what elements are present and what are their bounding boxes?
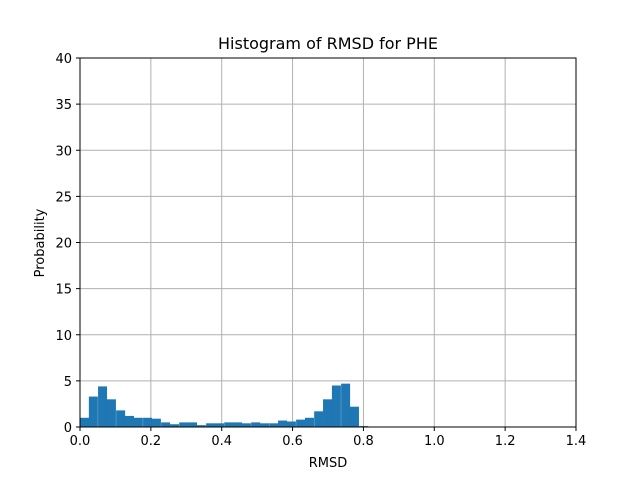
histogram-bar — [323, 399, 333, 427]
y-tick-label: 15 — [55, 283, 72, 298]
histogram-bar — [161, 422, 171, 427]
y-tick-label: 25 — [55, 190, 72, 205]
histogram-bar — [98, 386, 108, 427]
histogram-bar — [151, 418, 161, 427]
histogram-bar — [133, 417, 143, 427]
x-tick-label: 1.4 — [566, 434, 587, 449]
x-axis-label: RMSD — [309, 456, 348, 471]
histogram-bar — [278, 420, 288, 427]
histogram-bar — [331, 385, 341, 427]
histogram-bar — [349, 406, 359, 427]
bar-layer — [80, 383, 369, 427]
y-tick-label: 35 — [55, 98, 72, 113]
x-tick-label: 0.6 — [282, 434, 303, 449]
histogram-bar — [224, 422, 234, 427]
histogram-bar — [341, 383, 351, 427]
histogram-bar — [314, 411, 324, 427]
histogram-bar — [214, 423, 224, 427]
histogram-bar — [233, 422, 243, 427]
histogram-bar — [124, 415, 134, 427]
y-tick-label: 30 — [55, 144, 72, 159]
histogram-bar — [179, 422, 189, 427]
x-tick-label: 1.0 — [424, 434, 445, 449]
histogram-bar — [269, 423, 279, 427]
histogram-bar — [196, 425, 206, 427]
y-axis-label: Probability — [33, 208, 48, 277]
x-tick-label: 0.8 — [353, 434, 374, 449]
histogram-bar — [259, 423, 269, 427]
y-tick-label: 40 — [55, 52, 72, 67]
x-tick-label: 1.2 — [495, 434, 516, 449]
y-tick-label: 20 — [55, 237, 72, 252]
y-tick-label: 5 — [64, 375, 72, 390]
x-tick-label: 0.0 — [70, 434, 91, 449]
histogram-bar — [188, 422, 198, 427]
y-tick-label: 10 — [55, 329, 72, 344]
histogram-bar — [116, 410, 126, 427]
grid-layer — [79, 57, 577, 428]
histogram-bar — [286, 421, 296, 427]
histogram-bar — [88, 396, 98, 427]
y-tick-label: 0 — [64, 421, 72, 436]
x-tick-label: 0.4 — [211, 434, 232, 449]
chart-title: Histogram of RMSD for PHE — [218, 34, 438, 53]
histogram-bar — [251, 422, 261, 427]
histogram-bar — [106, 399, 116, 427]
histogram-bar — [206, 423, 216, 427]
histogram-bar — [80, 417, 89, 427]
histogram-bar — [241, 423, 251, 427]
histogram-bar — [169, 424, 179, 427]
histogram-bar — [143, 417, 153, 427]
x-tick-label: 0.2 — [141, 434, 162, 449]
tick-layer: 0.0 0.2 0.4 0.6 0.8 1.0 1.2 1.4 0 5 10 15 20 25 30 35 40 — [55, 52, 586, 449]
histogram-bar — [296, 419, 306, 427]
histogram-bar — [304, 417, 314, 427]
